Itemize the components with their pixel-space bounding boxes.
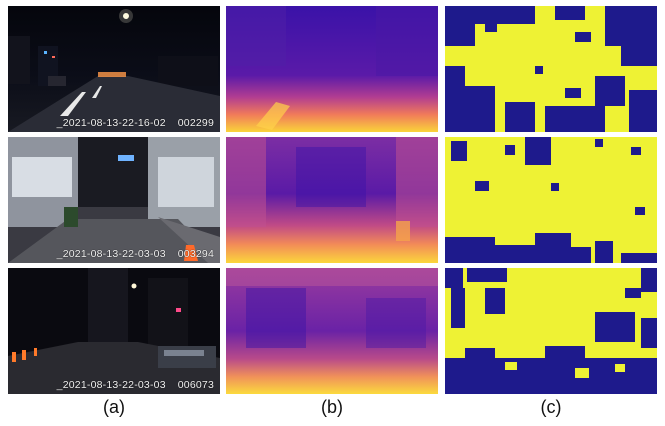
timestamp: _2021-08-13-22-16-02 [56,117,166,129]
caption-a: (a) [103,397,125,417]
depth-map-2 [226,137,438,263]
rgb-frame-2: _2021-08-13-22-03-03 003294 [8,137,220,263]
rgb-frame-1: _2021-08-13-22-16-02 002299 [8,6,220,132]
mask-2 [445,137,657,263]
mask-1 [445,6,657,132]
rgb-frame-3: _2021-08-13-22-03-03 006073 [8,268,220,394]
frame-number: 006073 [177,379,214,391]
depth-map-1 [226,6,438,132]
depth-map-3 [226,268,438,394]
caption-c: (c) [540,397,562,417]
mask-3 [445,268,657,394]
timestamp: _2021-08-13-22-03-03 [56,248,166,260]
timestamp: _2021-08-13-22-03-03 [56,379,166,391]
frame-number: 003294 [177,248,214,260]
frame-number: 002299 [177,117,214,129]
caption-b: (b) [321,397,343,417]
